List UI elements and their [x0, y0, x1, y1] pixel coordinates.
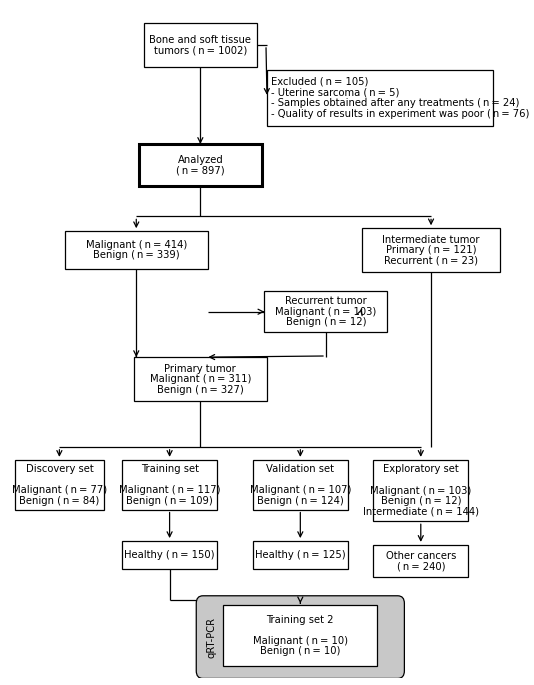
Text: Malignant ( n = 414): Malignant ( n = 414) — [85, 240, 187, 250]
Text: Primary tumor: Primary tumor — [164, 364, 236, 373]
Text: qRT-PCR: qRT-PCR — [207, 616, 217, 658]
Bar — [253, 460, 348, 510]
Text: Malignant ( n = 107): Malignant ( n = 107) — [249, 485, 351, 495]
Bar — [223, 605, 377, 666]
Bar — [373, 460, 468, 521]
Bar — [122, 460, 217, 510]
Text: Malignant ( n = 77): Malignant ( n = 77) — [12, 485, 107, 495]
Bar — [134, 357, 267, 401]
Bar — [139, 144, 262, 186]
Text: Malignant ( n = 10): Malignant ( n = 10) — [253, 636, 348, 646]
Bar — [65, 231, 208, 269]
Text: - Uterine sarcoma ( n = 5): - Uterine sarcoma ( n = 5) — [271, 88, 399, 97]
Text: Benign ( n = 339): Benign ( n = 339) — [93, 251, 179, 260]
Text: Training set 2: Training set 2 — [266, 614, 334, 625]
Text: Malignant ( n = 103): Malignant ( n = 103) — [370, 486, 472, 495]
Text: Benign ( n = 12): Benign ( n = 12) — [286, 317, 366, 327]
Text: tumors ( n = 1002): tumors ( n = 1002) — [154, 45, 247, 55]
Text: ( n = 897): ( n = 897) — [176, 165, 225, 175]
Text: Benign ( n = 84): Benign ( n = 84) — [19, 495, 99, 506]
Text: Healthy ( n = 125): Healthy ( n = 125) — [255, 550, 345, 560]
Bar — [253, 541, 348, 569]
Text: Healthy ( n = 150): Healthy ( n = 150) — [124, 550, 215, 560]
Text: - Quality of results in experiment was poor ( n = 76): - Quality of results in experiment was p… — [271, 108, 530, 119]
Text: Benign ( n = 327): Benign ( n = 327) — [157, 385, 244, 395]
Text: Recurrent tumor: Recurrent tumor — [285, 296, 367, 306]
Text: - Samples obtained after any treatments ( n = 24): - Samples obtained after any treatments … — [271, 98, 520, 108]
Text: Other cancers: Other cancers — [386, 551, 456, 560]
Text: Benign ( n = 109): Benign ( n = 109) — [126, 495, 213, 506]
Text: Exploratory set: Exploratory set — [383, 464, 459, 475]
Text: Analyzed: Analyzed — [177, 155, 223, 165]
Text: Malignant ( n = 103): Malignant ( n = 103) — [276, 307, 376, 316]
Bar — [362, 228, 500, 272]
Text: ( n = 240): ( n = 240) — [397, 561, 445, 571]
Text: Training set: Training set — [140, 464, 199, 474]
Text: Benign ( n = 124): Benign ( n = 124) — [257, 495, 344, 506]
Bar — [373, 545, 468, 577]
Text: Benign ( n = 10): Benign ( n = 10) — [260, 646, 341, 656]
Text: Recurrent ( n = 23): Recurrent ( n = 23) — [384, 256, 478, 266]
Text: Malignant ( n = 311): Malignant ( n = 311) — [150, 374, 251, 384]
Text: Malignant ( n = 117): Malignant ( n = 117) — [119, 485, 221, 495]
Bar — [267, 70, 492, 125]
Text: Excluded ( n = 105): Excluded ( n = 105) — [271, 77, 368, 87]
Bar — [144, 23, 257, 67]
Text: Discovery set: Discovery set — [26, 464, 93, 474]
Text: Bone and soft tissue: Bone and soft tissue — [150, 35, 252, 45]
FancyBboxPatch shape — [197, 596, 404, 678]
Bar — [122, 541, 217, 569]
Bar — [14, 460, 104, 510]
Bar — [264, 291, 388, 332]
Text: Primary ( n = 121): Primary ( n = 121) — [386, 245, 476, 255]
Text: Intermediate tumor: Intermediate tumor — [382, 234, 480, 245]
Text: Benign ( n = 12): Benign ( n = 12) — [381, 496, 461, 506]
Text: Intermediate ( n = 144): Intermediate ( n = 144) — [363, 507, 479, 516]
Text: Validation set: Validation set — [266, 464, 334, 474]
